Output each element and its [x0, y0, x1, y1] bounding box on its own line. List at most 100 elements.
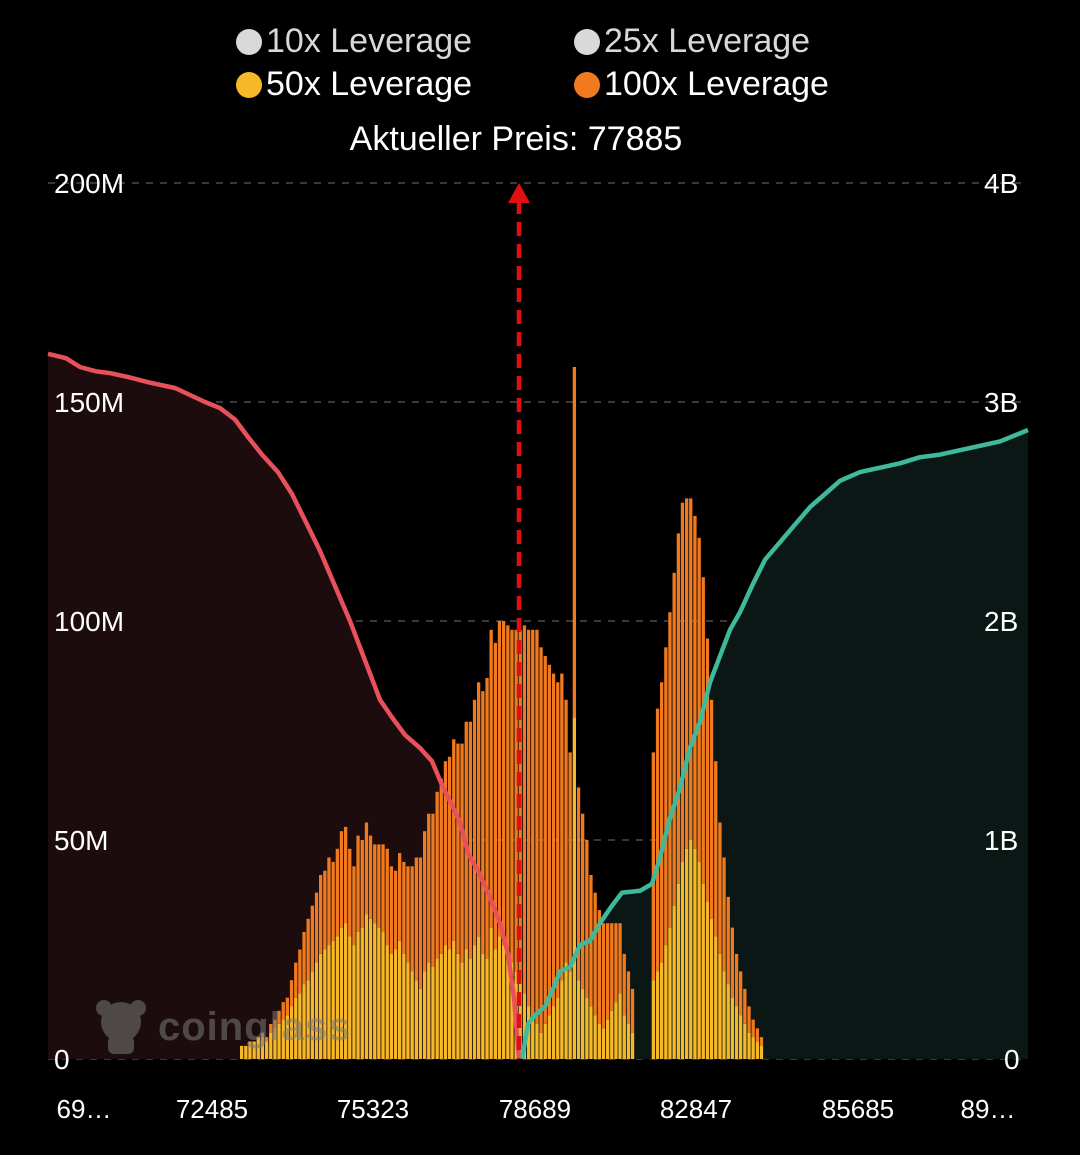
bar-100x: [676, 533, 680, 884]
bar-100x: [360, 840, 364, 928]
bar-100x: [493, 642, 497, 950]
long-cumulative-line: [519, 427, 1029, 1060]
bar-100x: [551, 673, 556, 1007]
bar-50x: [477, 936, 481, 1059]
bar-50x: [726, 984, 730, 1059]
legend-50x-dot: [236, 71, 262, 98]
coinglass-logo-icon: [96, 1000, 146, 1054]
bar-100x: [356, 835, 360, 932]
bar-50x: [323, 949, 327, 1059]
bar-50x: [614, 1002, 618, 1059]
legend-25x[interactable]: 25x Leverage: [574, 22, 810, 61]
bar-50x: [506, 953, 510, 1059]
legend-100x[interactable]: 100x Leverage: [574, 65, 829, 104]
bar-50x: [626, 1024, 631, 1059]
bar-50x: [385, 945, 389, 1059]
bar-50x: [244, 1045, 248, 1059]
bar-50x: [281, 1019, 285, 1059]
bar-100x: [730, 927, 734, 998]
bar-100x: [734, 953, 739, 1007]
bar-50x: [364, 914, 369, 1059]
bar-50x: [339, 927, 344, 1059]
bar-50x: [289, 1006, 294, 1059]
bar-100x: [452, 739, 456, 941]
bar-100x: [464, 721, 468, 950]
bar-100x: [759, 1037, 764, 1046]
bar-50x: [319, 953, 323, 1059]
bar-50x: [597, 1024, 601, 1059]
bar-100x: [260, 1032, 265, 1038]
bar-50x: [368, 918, 373, 1059]
y-left-label-200m: 200M: [54, 168, 125, 199]
bar-100x: [626, 971, 631, 1024]
bar-50x: [402, 953, 406, 1059]
bar-50x: [589, 1006, 593, 1059]
legend-10x[interactable]: 10x Leverage: [236, 22, 472, 61]
bar-100x: [373, 844, 377, 924]
legend-100x-label: 100x Leverage: [604, 65, 829, 103]
bar-50x: [252, 1041, 256, 1059]
bar-50x: [606, 1019, 610, 1059]
bar-50x: [709, 918, 714, 1059]
bar-100x: [522, 625, 527, 994]
bar-100x: [655, 708, 660, 972]
bar-50x: [427, 962, 431, 1059]
bar-50x: [248, 1041, 252, 1059]
bar-100x: [539, 647, 543, 1033]
bar-100x: [585, 840, 589, 998]
bar-100x: [601, 923, 606, 1029]
bar-50x: [568, 971, 572, 1059]
bar-50x: [676, 883, 680, 1059]
bar-100x: [468, 721, 472, 959]
bar-50x: [327, 945, 331, 1059]
bar-100x: [701, 577, 705, 884]
bar-100x: [614, 923, 618, 1002]
bar-50x: [406, 962, 410, 1059]
bar-50x: [360, 927, 364, 1059]
bar-100x: [302, 932, 306, 985]
x-label-4: 82847: [659, 1094, 733, 1124]
x-label-3: 78689: [498, 1094, 572, 1124]
long-cumulative-area: [522, 430, 1028, 1059]
bar-100x: [751, 1019, 755, 1038]
bar-50x: [344, 923, 348, 1059]
bar-100x: [402, 861, 406, 954]
bar-100x: [593, 892, 597, 1016]
bar-50x: [373, 923, 377, 1059]
bar-100x: [393, 870, 398, 950]
bar-100x: [543, 656, 547, 1024]
bar-50x: [410, 971, 414, 1059]
bar-100x: [709, 699, 714, 919]
bar-50x: [655, 971, 660, 1059]
bar-50x: [714, 936, 718, 1059]
bar-100x: [335, 848, 339, 937]
bar-50x: [418, 988, 423, 1059]
bar-50x: [601, 1028, 606, 1059]
bar-50x: [456, 953, 460, 1059]
bar-100x: [568, 752, 572, 972]
bar-100x: [481, 691, 485, 954]
bar-100x: [556, 682, 560, 998]
bar-100x: [331, 861, 335, 941]
y-right-label-2b: 2B: [984, 606, 1019, 637]
bar-50x: [718, 953, 722, 1059]
bar-100x: [477, 682, 481, 937]
current-price-label: Aktueller Preis: 77885: [349, 120, 683, 158]
bar-100x: [680, 502, 685, 862]
bar-50x: [348, 936, 352, 1059]
bar-50x: [730, 997, 734, 1059]
bar-100x: [743, 988, 747, 1024]
bar-100x: [398, 853, 402, 941]
bar-100x: [506, 625, 510, 954]
bar-50x: [522, 993, 527, 1059]
bar-100x: [547, 664, 551, 1016]
bar-100x: [560, 673, 564, 981]
bar-50x: [260, 1037, 265, 1059]
bar-100x: [472, 699, 477, 946]
y-right-label-1b: 1B: [984, 825, 1019, 856]
bar-100x: [489, 629, 493, 928]
bar-100x: [265, 1037, 269, 1042]
legend-50x[interactable]: 50x Leverage: [236, 65, 472, 104]
bar-50x: [352, 945, 356, 1059]
